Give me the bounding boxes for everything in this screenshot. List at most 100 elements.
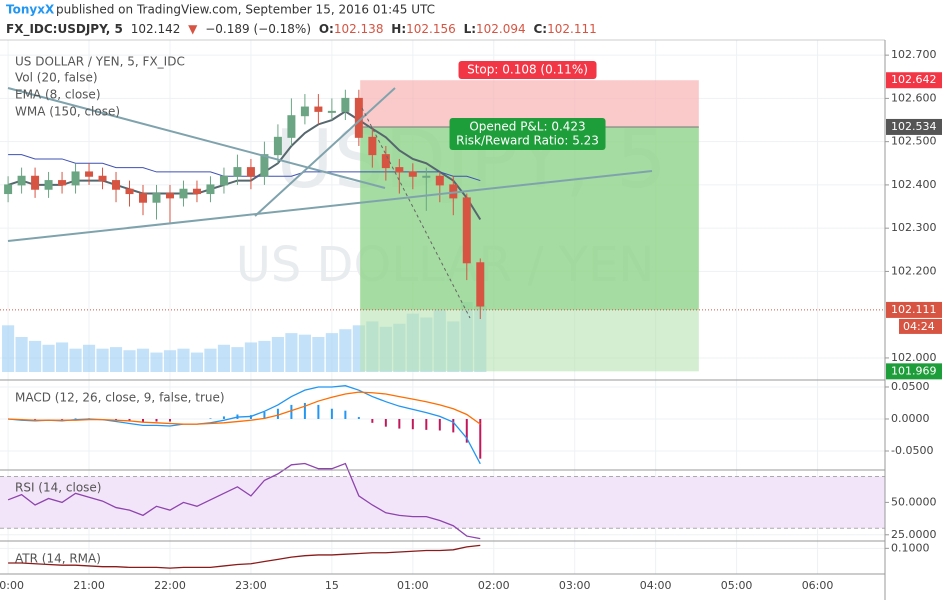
ohlc-label: L: [464,22,476,36]
volume-bar [204,348,217,372]
price-label: 102.534 [891,120,937,133]
ohlc-label: H: [391,22,406,36]
volume-bar [123,350,136,372]
published: published on TradingView.com, September … [56,3,435,17]
candle-body [300,106,309,117]
y-tick-label: 25.0000 [891,528,937,541]
pane-title: ATR (14, RMA) [15,552,101,566]
overlay-line [7,110,482,221]
candle-body [462,197,471,264]
candle-body [408,171,417,177]
frame [0,39,886,600]
countdown-box [899,318,942,334]
x-tick-label: 04:00 [640,579,672,592]
candle-body [233,167,242,177]
change: −0.189 (−0.18%) [205,22,311,36]
candle-body [381,154,390,169]
candle-body [341,97,350,112]
candle-body [17,175,26,186]
candle-body [192,188,201,195]
rsi-band [0,476,885,529]
ratio-label: Risk/Reward Ratio: 5.23 [456,134,599,148]
x-tick-label: 22:00 [154,579,186,592]
candle-body [112,180,121,190]
volume-bar [325,333,338,372]
ohlc-label: O: [319,22,334,36]
candle-body [219,175,228,186]
ohlc-value: 102.094 [476,22,526,36]
y-tick-label: 102.000 [891,351,937,364]
price-label-box [886,363,942,380]
volume-bar [42,344,55,372]
y-tick-label: 102.200 [891,264,937,277]
volume-bar [339,329,352,372]
stop-label: Stop: 0.108 (0.11%) [467,63,588,77]
volume-bar [244,342,258,372]
volume-bar [298,334,311,372]
x-tick-label: 06:00 [802,579,834,592]
volume-bar [163,350,177,372]
y-tick-label: 102.600 [891,91,937,104]
candle-body [58,180,67,186]
stop-label-box [458,61,597,79]
candle-body [273,136,282,156]
volume-bar [285,333,298,372]
candle-body [246,167,255,177]
volume-bar [190,352,204,372]
y-tick-label: 0.1000 [891,541,930,554]
candle-body [4,184,13,195]
x-tick-label: 20:00 [0,579,24,592]
candle-body [395,167,404,173]
y-tick-label: 0.0000 [891,412,930,425]
ohlc-value: 102.156 [406,22,456,36]
indicator-line [7,462,481,540]
symbol-line: FX_IDC:USDJPY, 5 102.142 ▼ −0.189 (−0.18… [6,22,597,37]
price-label: 102.642 [891,73,937,86]
volume-bar [29,340,42,372]
price-label-box [886,301,942,318]
volume-bar [109,347,123,372]
candle-body [314,106,323,112]
volume-bar [2,325,15,372]
candle-body [206,184,215,195]
candle-body [85,171,94,177]
x-tick-label: 03:00 [559,579,591,592]
candle-body [327,110,336,113]
price-label-box [886,72,942,89]
y-tick-label: 50.0000 [891,495,937,508]
indicator-line [8,391,481,425]
author: TonyxX [6,3,55,17]
candle-body [125,188,134,195]
x-tick-label: 05:00 [721,579,753,592]
candle-body [368,136,377,156]
y-tick-label: 102.700 [891,48,937,61]
volume-bar [177,348,190,372]
volume-bar [150,352,163,372]
candle-body [31,175,40,190]
y-tick-label: 102.300 [891,221,937,234]
trend-line [254,87,396,217]
trend-line [7,170,653,242]
volume-bar [136,348,150,372]
y-tick-label: 102.400 [891,178,937,191]
x-tick-label: 02:00 [478,579,510,592]
volume-bar [258,340,271,372]
ohlc-value: 102.111 [547,22,597,36]
symbol: FX_IDC:USDJPY, 5 [6,22,123,37]
countdown: 04:24 [903,320,935,333]
trend-line [7,87,386,189]
pane-title: RSI (14, close) [15,481,101,495]
candle-body [165,193,174,199]
volume-bar [15,337,28,372]
candle-body [435,175,444,186]
y-tick-label: 0.0500 [891,380,930,393]
candle-body [287,115,296,138]
candle-body [152,193,161,203]
ohlc-label: C: [533,22,547,36]
volume-bar [55,342,69,372]
legend-entry: Vol (20, false) [15,71,98,85]
volume-bar [312,337,325,372]
y-tick-label: -0.0500 [891,444,933,457]
